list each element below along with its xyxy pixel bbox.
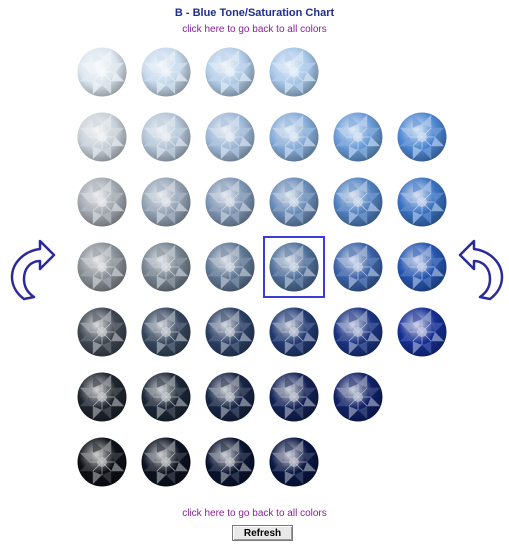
gemstone-icon [269,307,319,357]
gem-swatch[interactable] [269,112,319,162]
gemstone-icon [77,242,127,292]
gemstone-icon [397,307,447,357]
gem-swatch[interactable] [77,242,127,292]
gemstone-icon [205,177,255,227]
gem-swatch[interactable] [77,177,127,227]
gem-swatch[interactable] [141,437,191,487]
gemstone-icon [141,177,191,227]
gem-swatch[interactable] [333,177,383,227]
gemstone-icon [269,47,319,97]
gemstone-icon [141,437,191,487]
gem-swatch[interactable] [397,177,447,227]
gem-swatch[interactable] [77,437,127,487]
gem-swatch[interactable] [269,437,319,487]
gem-swatch[interactable] [141,112,191,162]
gem-swatch[interactable] [205,307,255,357]
gemstone-icon [333,307,383,357]
gem-swatch[interactable] [141,307,191,357]
gem-swatch[interactable] [205,372,255,422]
gemstone-icon [205,47,255,97]
gem-swatch[interactable] [397,112,447,162]
gemstone-icon [333,177,383,227]
gemstone-icon [333,242,383,292]
gemstone-icon [205,372,255,422]
gem-swatch[interactable] [397,242,447,292]
gemstone-icon [269,372,319,422]
gem-swatch[interactable] [333,112,383,162]
gemstone-icon [77,307,127,357]
gem-swatch[interactable] [77,112,127,162]
back-to-all-colors-link-bottom[interactable]: click here to go back to all colors [182,508,327,519]
gem-swatch[interactable] [205,177,255,227]
gem-swatch[interactable] [205,437,255,487]
gem-swatch[interactable] [205,112,255,162]
gemstone-icon [141,372,191,422]
gem-swatch[interactable] [141,177,191,227]
gemstone-icon [77,47,127,97]
gemstone-icon [141,47,191,97]
gem-swatch[interactable] [333,242,383,292]
gemstone-icon [141,242,191,292]
gem-swatch[interactable] [205,242,255,292]
gem-swatch[interactable] [77,372,127,422]
gem-swatch[interactable] [333,372,383,422]
gem-swatch[interactable] [141,47,191,97]
gem-swatch[interactable] [269,242,319,292]
page-title: B - Blue Tone/Saturation Chart [174,7,335,19]
gem-swatch[interactable] [269,307,319,357]
gemstone-icon [141,112,191,162]
gemstone-icon [397,177,447,227]
gemstone-icon [269,177,319,227]
back-to-all-colors-link-top[interactable]: click here to go back to all colors [182,24,327,35]
gemstone-icon [205,307,255,357]
gemstone-icon [205,437,255,487]
gemstone-icon [205,112,255,162]
gem-swatch[interactable] [141,242,191,292]
gem-swatch[interactable] [333,307,383,357]
gem-swatch[interactable] [269,47,319,97]
curved-arrow-left-icon[interactable] [10,237,56,303]
gem-swatch[interactable] [269,177,319,227]
gem-swatch[interactable] [77,47,127,97]
gemstone-icon [77,437,127,487]
gem-swatch[interactable] [205,47,255,97]
gemstone-icon [269,437,319,487]
gemstone-icon [77,177,127,227]
gemstone-icon [205,242,255,292]
gemstone-icon [397,112,447,162]
gemstone-icon [77,372,127,422]
gem-swatch[interactable] [269,372,319,422]
curved-arrow-right-icon[interactable] [458,237,504,303]
gemstone-icon [333,372,383,422]
gemstone-icon [77,112,127,162]
gemstone-icon [141,307,191,357]
gem-swatch[interactable] [77,307,127,357]
refresh-button[interactable]: Refresh [232,525,293,541]
gemstone-icon [333,112,383,162]
gemstone-icon [269,112,319,162]
gemstone-icon [269,242,319,292]
gemstone-icon [397,242,447,292]
gem-swatch[interactable] [397,307,447,357]
gem-swatch[interactable] [141,372,191,422]
